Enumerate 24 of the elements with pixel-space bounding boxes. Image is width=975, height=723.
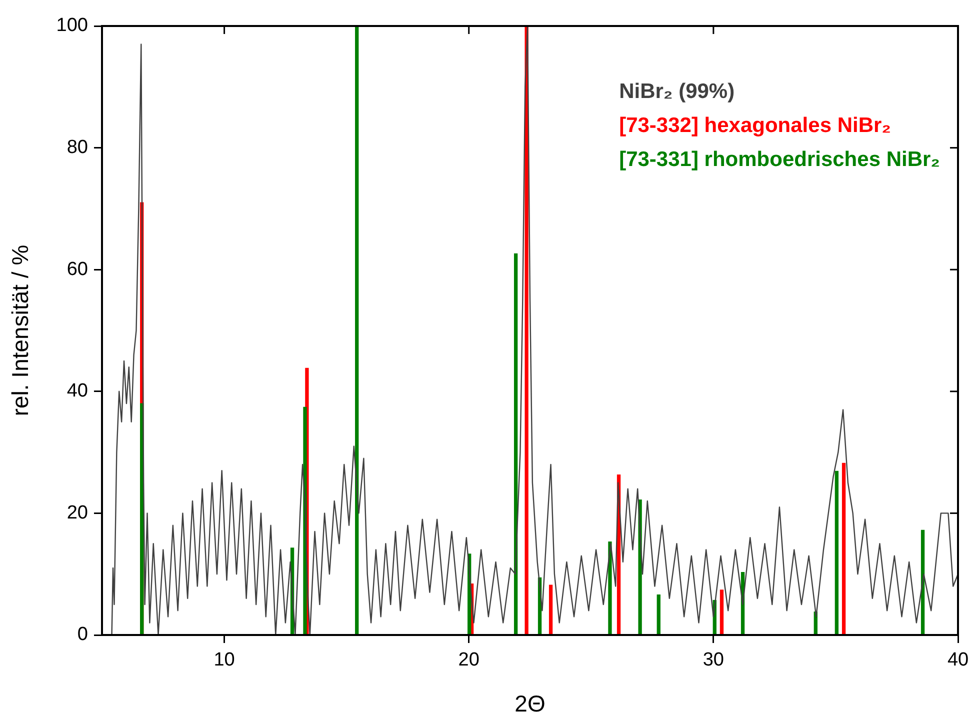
x-tick-label: 40 [947,650,969,671]
y-tick-label: 20 [66,502,88,524]
x-tick-label: 30 [702,650,724,671]
y-tick-label: 0 [77,624,88,646]
bar [548,584,553,635]
bar [842,462,846,635]
x-tick-label: 20 [458,650,480,671]
bar [514,253,518,635]
bar [355,26,359,635]
bar [608,541,612,635]
text: NiBr₂ (99%) [619,80,735,103]
x-axis-title: 2Θ [514,690,546,717]
y-axis-title: rel. Intensität / % [7,244,34,416]
bar [656,594,660,635]
y-tick-label: 100 [56,15,88,36]
y-tick-label: 60 [66,258,88,280]
x-tick-label: 10 [214,650,235,671]
text: [73-331] rhomboedrisches NiBr₂ [619,148,940,171]
text: [73-332] hexagonales NiBr₂ [619,114,892,137]
bar [720,590,724,635]
bar [524,26,528,635]
bar [834,470,839,635]
y-tick-label: 80 [66,137,88,158]
y-tick-label: 40 [66,380,88,402]
